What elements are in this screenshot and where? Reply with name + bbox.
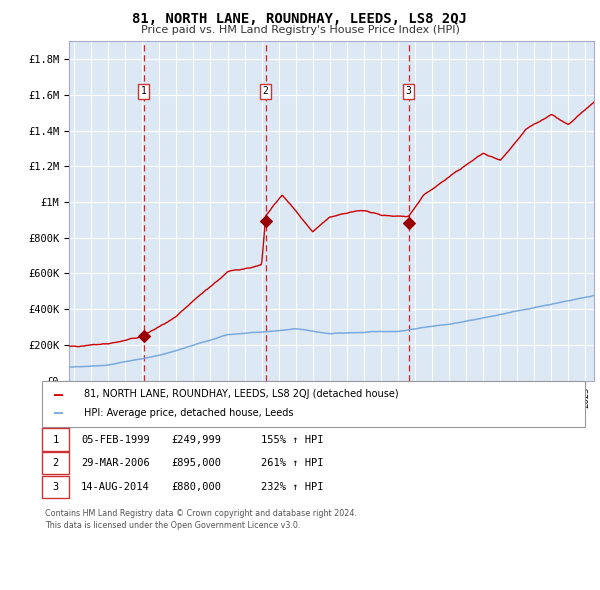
Text: Price paid vs. HM Land Registry's House Price Index (HPI): Price paid vs. HM Land Registry's House … xyxy=(140,25,460,35)
Text: 155% ↑ HPI: 155% ↑ HPI xyxy=(261,435,323,444)
Text: 05-FEB-1999: 05-FEB-1999 xyxy=(81,435,150,444)
Text: 14-AUG-2014: 14-AUG-2014 xyxy=(81,482,150,491)
Text: 3: 3 xyxy=(406,86,412,96)
Text: 1: 1 xyxy=(141,86,147,96)
Text: —: — xyxy=(54,387,63,402)
Text: 81, NORTH LANE, ROUNDHAY, LEEDS, LS8 2QJ (detached house): 81, NORTH LANE, ROUNDHAY, LEEDS, LS8 2QJ… xyxy=(84,389,398,399)
Point xyxy=(261,216,271,225)
Text: 81, NORTH LANE, ROUNDHAY, LEEDS, LS8 2QJ: 81, NORTH LANE, ROUNDHAY, LEEDS, LS8 2QJ xyxy=(133,12,467,26)
Text: 1: 1 xyxy=(52,435,59,444)
Text: 3: 3 xyxy=(52,482,59,491)
Text: £249,999: £249,999 xyxy=(171,435,221,444)
Text: 29-MAR-2006: 29-MAR-2006 xyxy=(81,458,150,468)
Text: HPI: Average price, detached house, Leeds: HPI: Average price, detached house, Leed… xyxy=(84,408,293,418)
Text: —: — xyxy=(54,405,63,420)
Text: 232% ↑ HPI: 232% ↑ HPI xyxy=(261,482,323,491)
Point xyxy=(139,331,149,340)
Text: 2: 2 xyxy=(263,86,269,96)
Text: £895,000: £895,000 xyxy=(171,458,221,468)
Text: £880,000: £880,000 xyxy=(171,482,221,491)
Text: 261% ↑ HPI: 261% ↑ HPI xyxy=(261,458,323,468)
Point xyxy=(404,219,413,228)
Text: 2: 2 xyxy=(52,458,59,468)
Text: Contains HM Land Registry data © Crown copyright and database right 2024.
This d: Contains HM Land Registry data © Crown c… xyxy=(45,509,357,530)
